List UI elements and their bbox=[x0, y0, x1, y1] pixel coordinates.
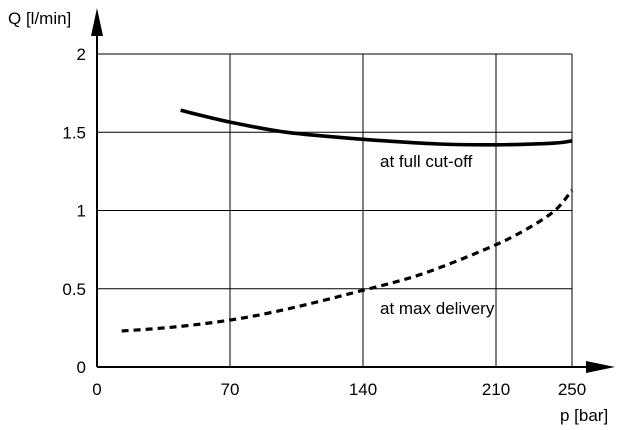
y-axis-title: Q [l/min] bbox=[8, 9, 71, 28]
series-lines bbox=[121, 108, 574, 333]
series-label-full-cutoff: at full cut-off bbox=[380, 152, 473, 171]
x-tick-label: 250 bbox=[558, 380, 586, 399]
x-tick-label: 0 bbox=[92, 380, 101, 399]
y-axis-arrow bbox=[91, 8, 103, 36]
y-tick-label: 1 bbox=[77, 202, 86, 221]
y-tick-label: 2 bbox=[77, 45, 86, 64]
series-line-full-cutoff bbox=[180, 108, 573, 147]
y-tick-label: 0 bbox=[77, 358, 86, 377]
series-label-max-delivery: at max delivery bbox=[380, 299, 495, 318]
y-tick-label: 0.5 bbox=[62, 280, 86, 299]
grid bbox=[97, 53, 573, 367]
x-tick-label: 140 bbox=[349, 380, 377, 399]
y-tick-labels: 0 0.5 1 1.5 2 bbox=[62, 45, 86, 377]
x-tick-label: 70 bbox=[221, 380, 240, 399]
x-axis-arrow bbox=[586, 361, 615, 373]
y-tick-label: 1.5 bbox=[62, 123, 86, 142]
axes bbox=[91, 8, 615, 373]
x-axis-title: p [bar] bbox=[560, 406, 608, 425]
series-line-max-delivery bbox=[121, 189, 574, 333]
x-tick-labels: 0 70 140 210 250 bbox=[92, 380, 586, 399]
x-tick-label: 210 bbox=[482, 380, 510, 399]
